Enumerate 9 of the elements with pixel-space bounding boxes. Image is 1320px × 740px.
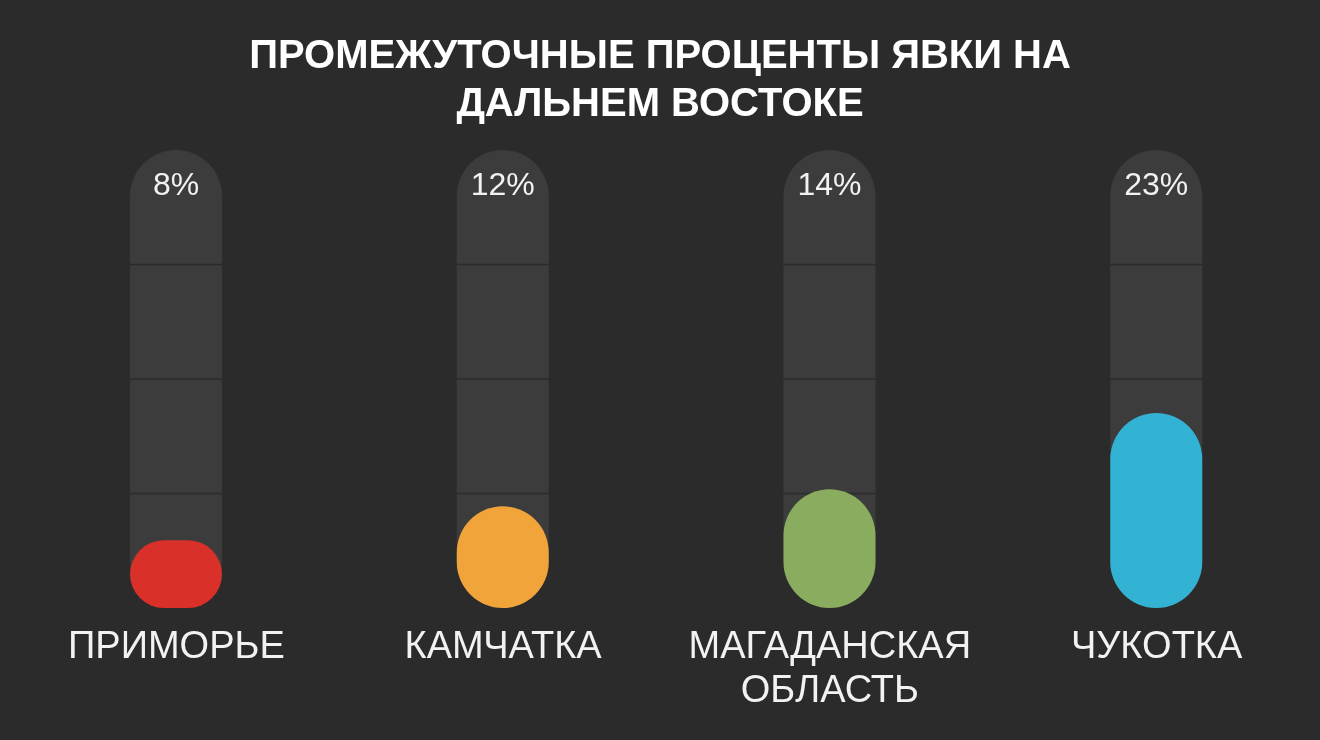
x-tick-label: ЧУКОТКА xyxy=(1070,624,1243,666)
x-tick-label: ПРИМОРЬЕ xyxy=(67,624,285,666)
data-label: 14% xyxy=(797,166,862,202)
data-label: 12% xyxy=(470,166,535,202)
x-tick-label: МАГАДАНСКАЯ ОБЛАСТЬ xyxy=(688,624,972,710)
data-label: 8% xyxy=(152,166,200,202)
chart-title: ПРОМЕЖУТОЧНЫЕ ПРОЦЕНТЫ ЯВКИ НА ДАЛЬНЕМ ВОСТОКЕ xyxy=(248,31,1072,126)
x-tick-label: КАМЧАТКА xyxy=(404,624,603,666)
data-label: 23% xyxy=(1124,166,1189,202)
